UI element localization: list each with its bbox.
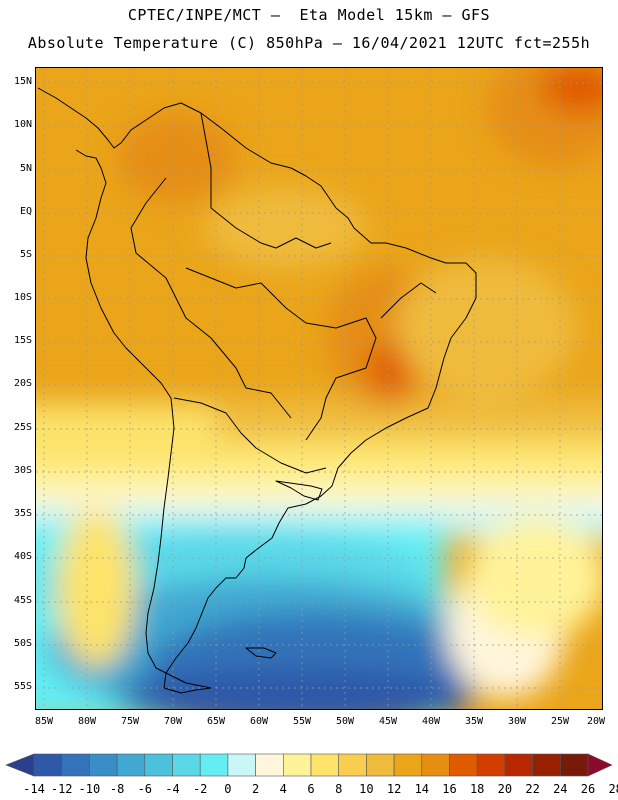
map-panel <box>35 67 603 710</box>
colorbar-tick-label: -12 <box>50 782 73 796</box>
colorbar-cell <box>449 753 478 777</box>
colorbar-tick-label: 24 <box>553 782 568 796</box>
colorbar-cell <box>366 753 395 777</box>
colorbar-cell <box>199 753 229 777</box>
colorbar-cell <box>282 753 312 777</box>
lon-label: 40W <box>421 716 441 727</box>
colorbar-tick-label: 16 <box>442 782 457 796</box>
colorbar-tick-label: 28 <box>608 782 618 796</box>
colorbar-tick-label: 22 <box>525 782 540 796</box>
lat-label: 20S <box>13 378 32 389</box>
lon-label: 55W <box>292 716 312 727</box>
colorbar-tick-label: -14 <box>23 782 45 796</box>
colorbar-tick-label: 12 <box>386 782 402 796</box>
colorbar-cell <box>504 753 533 777</box>
colorbar-cell <box>61 753 90 777</box>
graticule <box>36 68 602 709</box>
lat-label: 25S <box>13 422 32 433</box>
colorbar-cell <box>116 753 146 777</box>
colorbar-cell <box>393 753 423 777</box>
colorbar-cell <box>255 753 284 777</box>
lat-label: 5S <box>19 249 32 260</box>
colorbar-arrow-low <box>5 753 35 777</box>
colorbar-tick-label: 14 <box>414 782 430 796</box>
colorbar-cell <box>33 753 63 777</box>
colorbar-tick-label: 8 <box>335 782 343 796</box>
lon-label: 30W <box>507 716 527 727</box>
lon-label: 75W <box>120 716 140 727</box>
lat-label: EQ <box>19 206 32 217</box>
lon-label: 70W <box>163 716 183 727</box>
lat-label: 10N <box>13 119 32 130</box>
lat-label: 5N <box>19 163 32 174</box>
lon-label: 50W <box>335 716 355 727</box>
colorbar-cell <box>476 753 506 777</box>
lon-label: 85W <box>34 716 54 727</box>
colorbar-arrow-high <box>587 753 613 777</box>
colorbar-cell <box>172 753 201 777</box>
temperature-map <box>36 68 602 709</box>
colorbar-cell <box>338 753 367 777</box>
lon-label: 25W <box>550 716 570 727</box>
lat-label: 40S <box>13 551 32 562</box>
lat-label: 50S <box>13 638 32 649</box>
colorbar-tick-label: 18 <box>469 782 485 796</box>
lat-label: 15S <box>13 335 32 346</box>
colorbar-tick-label: -6 <box>137 782 153 796</box>
colorbar-tick-label: -2 <box>192 782 208 796</box>
lat-label: 35S <box>13 508 32 519</box>
lon-label: 20W <box>586 716 606 727</box>
colorbar-cell <box>532 753 561 777</box>
colorbar-tick-label: 0 <box>224 782 232 796</box>
colorbar-tick-label: 26 <box>580 782 596 796</box>
colorbar-cell <box>227 753 256 777</box>
lat-label: 10S <box>13 292 32 303</box>
colorbar-tick-label: 10 <box>359 782 374 796</box>
colorbar <box>5 753 613 777</box>
colorbar-cell <box>310 753 340 777</box>
lat-label: 55S <box>13 681 32 692</box>
lon-label: 35W <box>464 716 484 727</box>
colorbar-tick-label: -8 <box>109 782 125 796</box>
coastline <box>37 87 477 694</box>
colorbar-tick-label: -10 <box>78 782 101 796</box>
lon-label: 45W <box>378 716 398 727</box>
lat-label: 15N <box>13 76 32 87</box>
lon-label: 65W <box>206 716 226 727</box>
colorbar-tick-label: -4 <box>165 782 180 796</box>
colorbar-cells <box>5 753 613 777</box>
colorbar-tick-label: 4 <box>279 782 287 796</box>
lon-label: 60W <box>249 716 269 727</box>
lat-label: 30S <box>13 465 32 476</box>
colorbar-tick-label: 6 <box>307 782 315 796</box>
lon-label: 80W <box>77 716 97 727</box>
colorbar-cell <box>559 753 589 777</box>
colorbar-tick-label: 2 <box>251 782 260 796</box>
chart-title-line1: CPTEC/INPE/MCT – Eta Model 15km – GFS <box>127 6 491 24</box>
colorbar-cell <box>144 753 173 777</box>
colorbar-tick-label: 20 <box>497 782 513 796</box>
lat-label: 45S <box>13 595 32 606</box>
chart-title-line2: Absolute Temperature (C) 850hPa – 16/04/… <box>27 34 591 52</box>
colorbar-cell <box>421 753 450 777</box>
colorbar-cell <box>89 753 118 777</box>
